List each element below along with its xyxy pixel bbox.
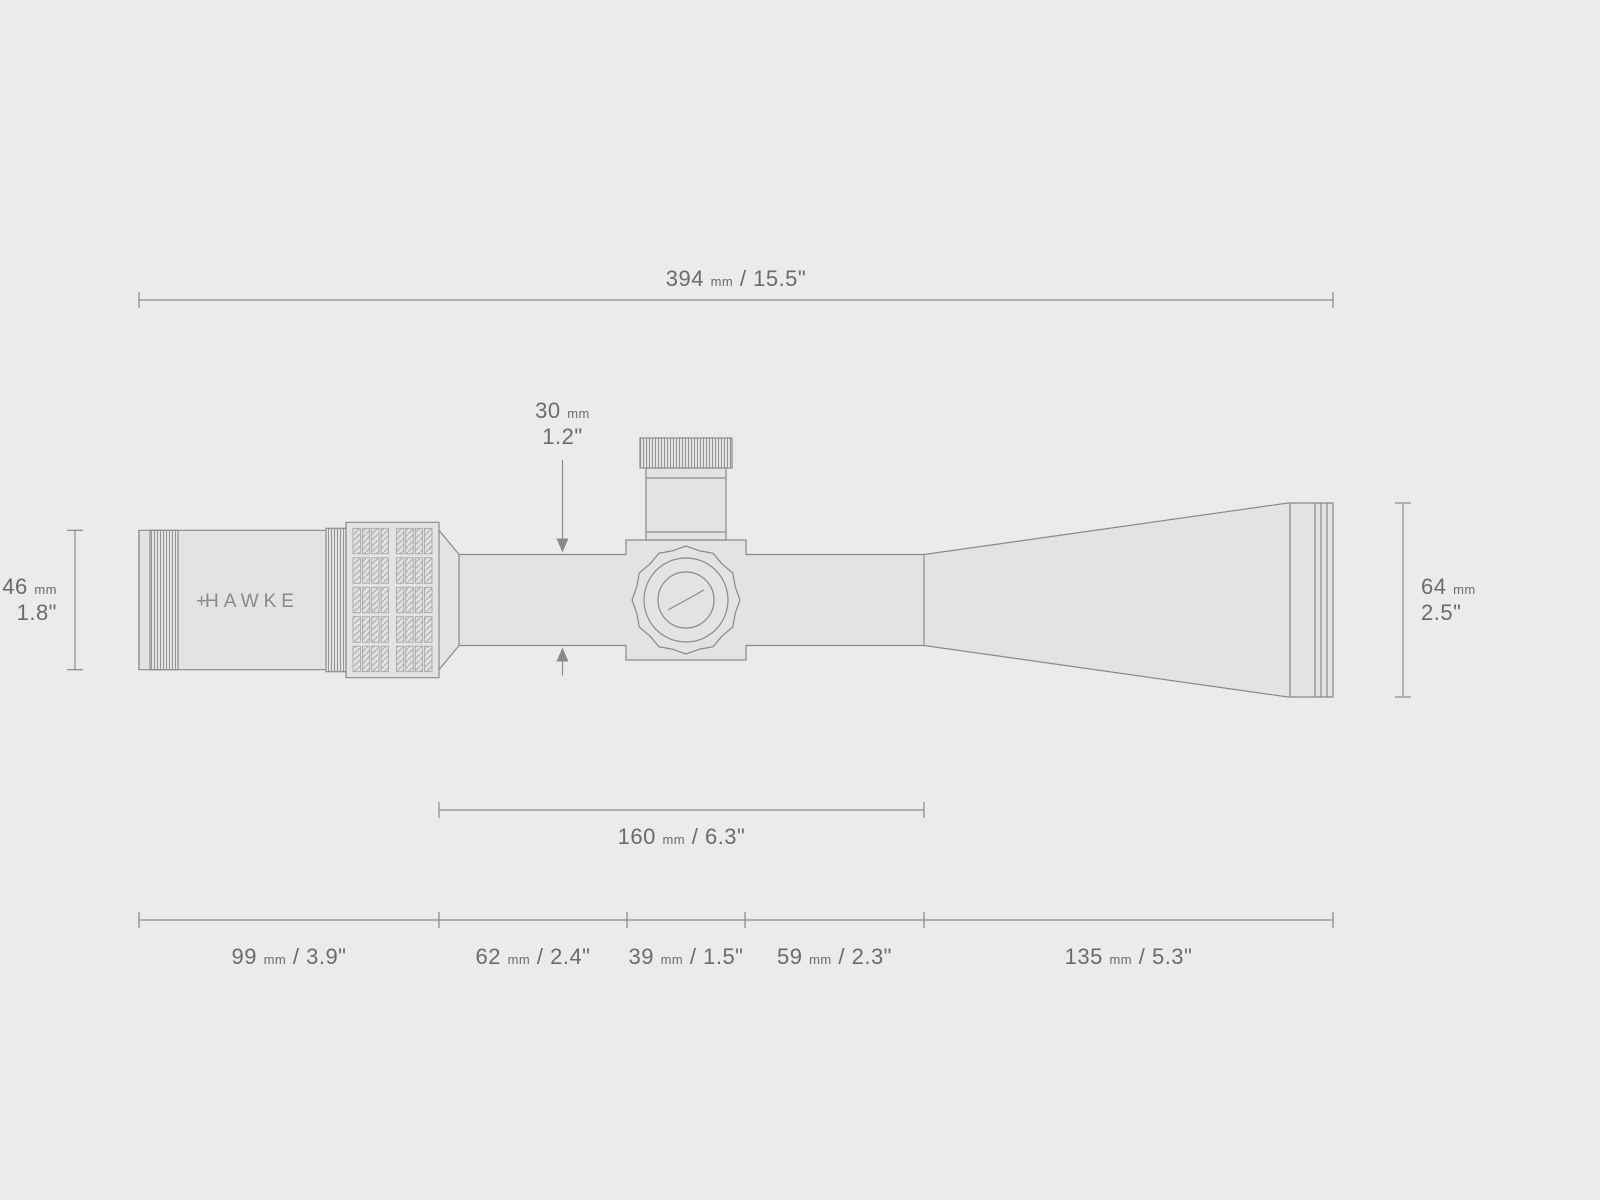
svg-text:30 mm: 30 mm <box>535 398 590 423</box>
scope-body: HAWKE+ <box>139 438 1333 697</box>
svg-text:2.5": 2.5" <box>1421 600 1461 625</box>
svg-text:1.8": 1.8" <box>17 600 57 625</box>
mag-ring-knurl <box>326 528 346 671</box>
svg-text:46 mm: 46 mm <box>2 574 57 599</box>
svg-text:+: + <box>196 591 212 612</box>
dimension-label: 135 mm / 5.3" <box>1065 944 1193 969</box>
dimension-label: 394 mm / 15.5" <box>666 266 806 291</box>
elevation-turret-cap <box>640 438 732 468</box>
eyepiece-focus-ring <box>150 530 178 669</box>
dimension-label: 62 mm / 2.4" <box>476 944 591 969</box>
dimension-label: 59 mm / 2.3" <box>777 944 892 969</box>
brand-label: HAWKE <box>205 591 299 612</box>
svg-text:64 mm: 64 mm <box>1421 574 1476 599</box>
elevation-turret-body <box>646 468 726 540</box>
dimension-label: 160 mm / 6.3" <box>618 824 746 849</box>
svg-text:1.2": 1.2" <box>542 424 582 449</box>
dimension-label: 99 mm / 3.9" <box>232 944 347 969</box>
scope-dimension-diagram: HAWKE+ 394 mm / 15.5" 30 mm1.2" 46 mm1.8" 6… <box>0 0 1600 1200</box>
dimension-label: 39 mm / 1.5" <box>629 944 744 969</box>
